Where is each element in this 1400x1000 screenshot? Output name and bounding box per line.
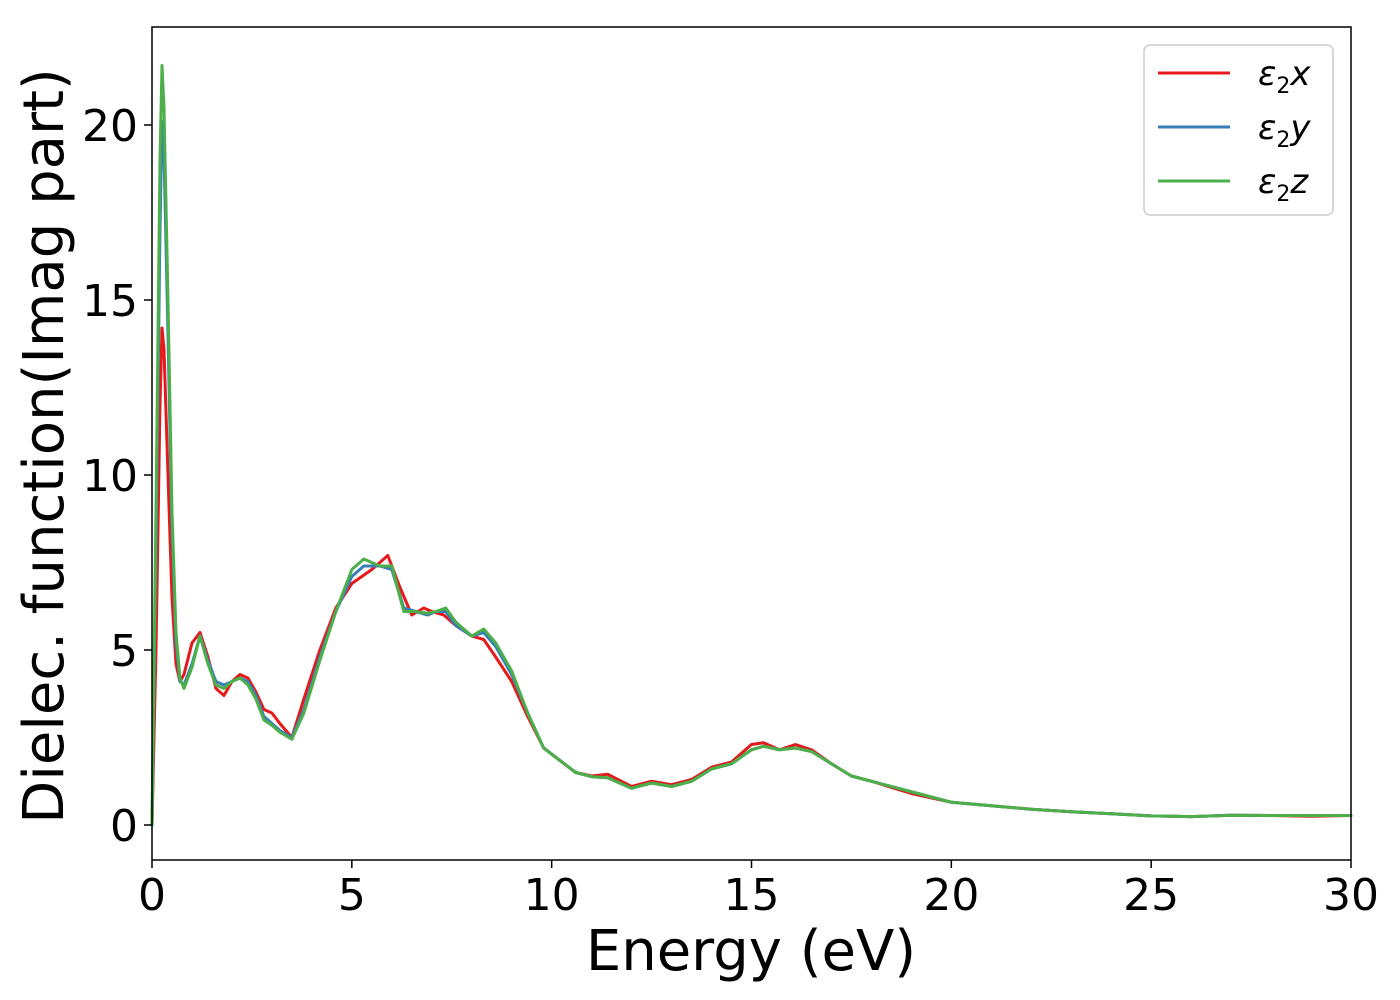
y-tick-label: 0 bbox=[110, 801, 138, 852]
x-tick-label: 10 bbox=[524, 870, 580, 921]
x-axis: 0 5 10 15 20 25 30 bbox=[138, 860, 1379, 921]
x-tick-label: 25 bbox=[1123, 870, 1179, 921]
x-axis-label: Energy (eV) bbox=[586, 919, 916, 984]
series-layer bbox=[150, 64, 1353, 827]
series-line-y bbox=[150, 120, 1353, 827]
x-tick-label: 20 bbox=[923, 870, 979, 921]
y-axis: 0 5 10 15 20 bbox=[82, 101, 152, 852]
legend-label-y: ε2y bbox=[1258, 108, 1311, 153]
y-axis-label: Dielec. function(Imag part) bbox=[12, 68, 77, 824]
legend: ε2x ε2y ε2z bbox=[1143, 44, 1334, 216]
y-tick-label: 10 bbox=[82, 451, 138, 502]
x-tick-label: 5 bbox=[338, 870, 366, 921]
x-tick-label: 15 bbox=[724, 870, 780, 921]
y-tick-label: 5 bbox=[110, 626, 138, 677]
legend-label-x: ε2x bbox=[1258, 54, 1311, 99]
x-tick-label: 0 bbox=[138, 870, 166, 921]
y-tick-label: 15 bbox=[82, 276, 138, 327]
y-tick-label: 20 bbox=[82, 101, 138, 152]
x-tick-label: 30 bbox=[1323, 870, 1379, 921]
legend-frame bbox=[1143, 44, 1334, 216]
series-line-z bbox=[150, 64, 1353, 827]
legend-label-z: ε2z bbox=[1258, 162, 1309, 207]
